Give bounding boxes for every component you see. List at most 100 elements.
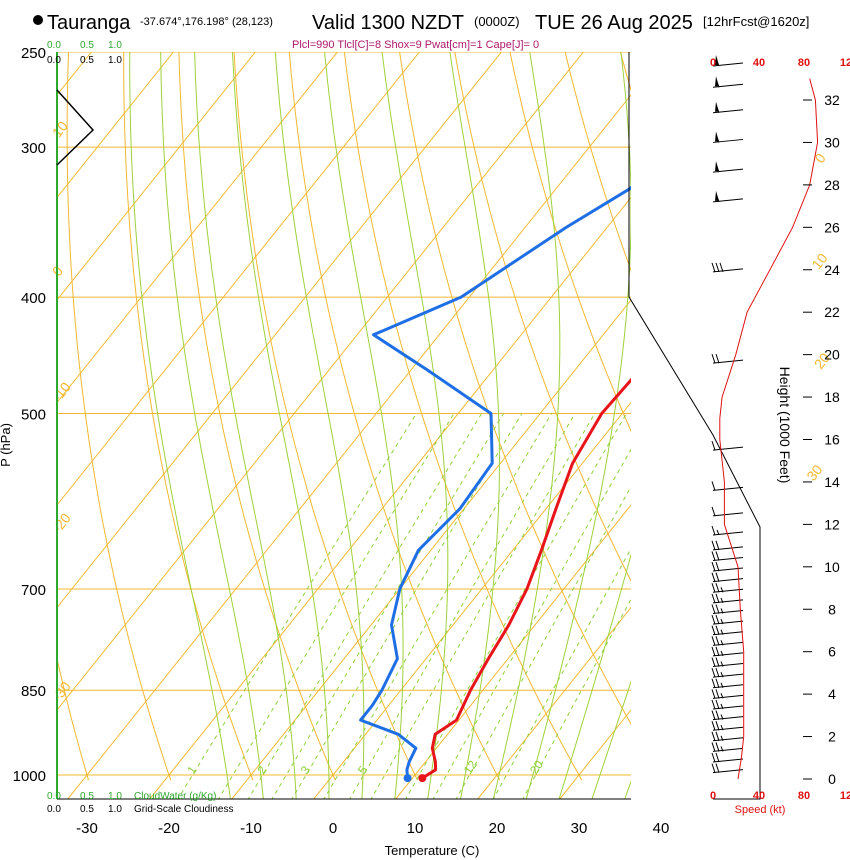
isotherm--80: [57, 52, 257, 301]
isotherm-20: [477, 606, 631, 799]
isotherm--20: [149, 196, 631, 799]
isotherm--100: [57, 52, 93, 96]
wind-barb-half-15: [720, 608, 724, 614]
wind-barb-feather-7-1: [715, 689, 720, 699]
speed-axis-label: Speed (kt): [735, 804, 786, 816]
station-coords: -37.674°,176.198° (28,123): [140, 16, 273, 28]
forecast-label: [12hrFcst@1620z]: [703, 14, 809, 29]
temperature-tick-40: 40: [653, 820, 670, 837]
wind-barb-staff-29: [712, 168, 744, 173]
wind-barb-staff-33: [712, 62, 744, 67]
wind-barb-feather-27-0: [711, 262, 716, 273]
wind-barb-staff-6: [712, 705, 744, 710]
wind-barb-20: [711, 551, 744, 561]
height-tick-22: 22: [824, 304, 840, 320]
wind-barb-feather-24-0: [711, 481, 716, 491]
wind-barb-feather-23-0: [711, 506, 716, 517]
isotherm-0: [313, 401, 631, 799]
temperature-profile-line: [421, 377, 631, 780]
wind-barb-feather-12-0: [711, 636, 716, 646]
wind-barb-feather-14-1: [715, 614, 720, 625]
mixing-ratio-label-20: 20: [527, 758, 546, 777]
mixing-ratio-6: [370, 413, 596, 799]
wind-barb-2: [711, 742, 744, 752]
wind-barb-feather-17-1: [715, 583, 720, 593]
mixing-ratio-8: [405, 413, 627, 799]
temperature-tick--10: -10: [240, 820, 262, 837]
wind-barb-staff-15: [712, 609, 744, 614]
wind-barb-12: [711, 636, 744, 646]
dry-adiabat-20: [288, 52, 501, 781]
wind-barb-half-14: [720, 618, 724, 625]
moist-adiabat-10: [324, 52, 404, 799]
station-dot: [33, 15, 43, 25]
wind-barb-feather-11-1: [715, 646, 720, 657]
pressure-tick-300: 300: [21, 140, 46, 157]
wind-barb-33: [712, 55, 744, 67]
wind-barb-feather-12-1: [715, 636, 720, 646]
moist-adiabat--10: [129, 52, 231, 799]
wind-barb-feather-6-1: [715, 699, 720, 710]
wind-barb-feather-1-1: [715, 752, 720, 763]
wind-barb-feather-26-1: [715, 353, 720, 364]
isobar-lines: [57, 52, 631, 776]
wind-barb-feather-16-0: [711, 593, 716, 604]
temperature-tick-0: 0: [329, 820, 337, 837]
cloudwater-label: CloudWater (g/Kg): [134, 791, 216, 802]
cloud-scale-top: 0.0 0.5 1.0 0.0 0.5 1.0: [47, 40, 122, 66]
wind-barb-staff-10: [712, 663, 744, 668]
wind-barb-8: [711, 678, 744, 689]
wind-barb-feather-10-1: [715, 657, 720, 667]
wind-barb-16: [711, 593, 744, 604]
pressure-axis-label: P (hPa): [0, 423, 13, 467]
moist-adiabat-18: [449, 52, 501, 799]
moist-adiabat-26: [525, 52, 631, 799]
isotherm-30: [559, 709, 631, 799]
wind-barb-half-13: [720, 629, 724, 635]
wind-barb-half-9: [720, 671, 724, 678]
wind-barb-14: [711, 614, 744, 625]
moist-adiabat-6: [274, 52, 365, 799]
height-tick-20: 20: [824, 347, 840, 363]
height-tick-2: 2: [828, 729, 836, 745]
temperature-tick--30: -30: [76, 820, 98, 837]
wind-barb-half-30: [716, 137, 720, 143]
wind-barb-7: [711, 689, 744, 699]
wind-barb-feather-14-0: [711, 614, 716, 625]
dry-adiabat-50: [454, 52, 631, 583]
wind-barb-feather-17-0: [711, 583, 716, 593]
mixing-ratio-3: [291, 413, 523, 799]
cloudiness-label: Grid-Scale Cloudiness: [134, 804, 234, 815]
cloud-scale-top2-05: 0.5: [80, 55, 94, 66]
station-name: Tauranga: [47, 12, 131, 34]
speed-tick-bottom-80: 80: [798, 790, 810, 802]
cloudwater-scale-05: 0.5: [80, 791, 94, 802]
speed-tick-top-0: 0: [710, 57, 716, 69]
pressure-tick-500: 500: [21, 407, 46, 424]
height-tick-30: 30: [824, 134, 840, 150]
wind-barb-feather-0-1: [715, 763, 720, 773]
wind-barb-half-5: [720, 714, 724, 720]
height-tick-6: 6: [828, 644, 836, 660]
wind-barb-half-8: [720, 682, 724, 688]
speed-tick-bottom-40: 40: [753, 790, 765, 802]
height-tick-28: 28: [824, 177, 840, 193]
wind-barb-staff-16: [712, 599, 744, 604]
wind-barb-feather-5-0: [711, 710, 716, 720]
wind-barb-half-10: [720, 661, 724, 667]
moist-adiabat-34: [591, 680, 631, 799]
wind-barb-23: [711, 506, 744, 517]
isotherm--40: [57, 52, 585, 711]
wind-barb-feather-26-0: [711, 353, 716, 364]
wind-barb-13: [711, 625, 744, 636]
wind-barb-flag-33-0: [715, 55, 719, 66]
wind-barb-22: [711, 525, 744, 536]
wind-barb-32: [712, 76, 744, 88]
wind-barb-staff-28: [712, 198, 744, 203]
wind-barb-staff-0: [712, 769, 744, 774]
wind-barb-staff-18: [712, 578, 744, 583]
temperature-tick-30: 30: [571, 820, 588, 837]
mixing-ratio-20: [522, 598, 631, 799]
isotherm-label-0: 10: [49, 118, 71, 140]
